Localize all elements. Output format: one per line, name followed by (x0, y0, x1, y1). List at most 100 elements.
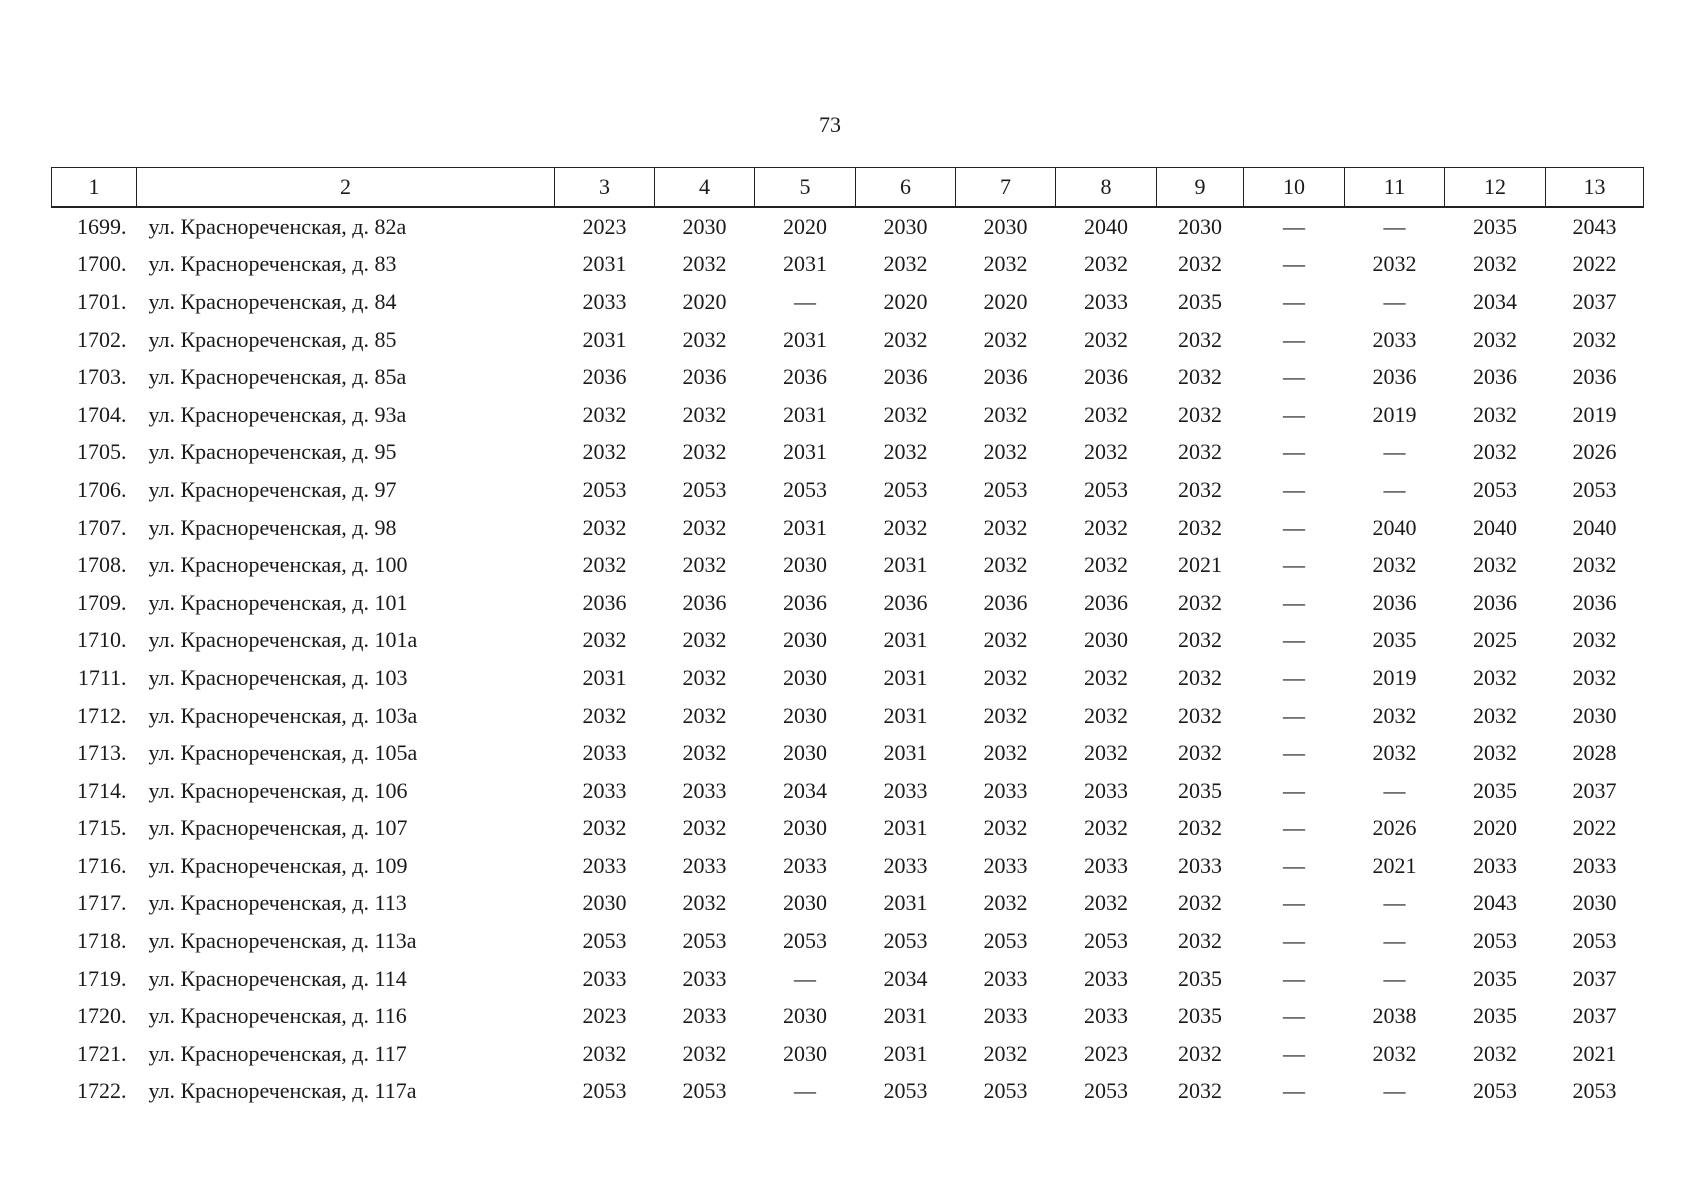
year-cell: 2020 (682, 288, 727, 314)
year-cell: 2032 (983, 326, 1028, 352)
year-cell: 2033 (582, 740, 627, 766)
year-cell: 2032 (883, 401, 928, 427)
year-cell: 2033 (682, 777, 727, 803)
table-row: 1701. ул. Краснореченская, д. 84 2033 2020 —… (52, 283, 1644, 321)
year-cell: 2032 (1372, 740, 1417, 766)
row-number: 1717. (77, 890, 127, 916)
year-cell: — (1383, 476, 1406, 502)
address-cell: ул. Краснореченская, д. 116 (148, 1003, 407, 1029)
row-number: 1703. (77, 364, 127, 390)
address-cell: ул. Краснореченская, д. 107 (148, 815, 408, 841)
year-cell: 2031 (883, 627, 928, 653)
row-number: 1706. (77, 476, 127, 502)
table-row: 1699. ул. Краснореченская, д. 82а 2023 2030… (52, 207, 1644, 246)
year-cell: — (1283, 1078, 1305, 1104)
column-header: 8 (1055, 167, 1157, 208)
address-cell: ул. Краснореченская, д. 85 (148, 326, 397, 352)
table-row: 1708. ул. Краснореченская, д. 100 2032 2032… (52, 546, 1644, 584)
year-cell: 2032 (1473, 401, 1517, 427)
year-cell: — (1283, 514, 1305, 540)
year-cell: 2032 (682, 664, 727, 690)
year-cell: 2032 (1084, 326, 1128, 352)
year-cell: 2053 (1473, 476, 1517, 502)
row-number: 1711. (77, 664, 127, 690)
year-cell: 2032 (1473, 439, 1517, 465)
year-cell: 2031 (783, 326, 827, 352)
table-row: 1703. ул. Краснореченская, д. 85а 2036 2036… (52, 358, 1644, 396)
column-header: 6 (855, 167, 956, 208)
year-cell: — (1283, 664, 1305, 690)
year-cell: 2030 (783, 702, 827, 728)
row-number: 1718. (77, 928, 127, 954)
column-header: 9 (1156, 167, 1244, 208)
year-cell: 2032 (1178, 815, 1222, 841)
year-cell: 2031 (582, 664, 627, 690)
year-cell: 2033 (682, 852, 727, 878)
row-number: 1713. (77, 740, 127, 766)
year-cell: — (1383, 439, 1406, 465)
year-cell: 2032 (983, 514, 1028, 540)
year-cell: 2033 (1473, 852, 1517, 878)
year-cell: 2032 (582, 552, 627, 578)
year-cell: — (794, 965, 816, 991)
year-cell: 2032 (1178, 251, 1222, 277)
year-cell: 2035 (1473, 213, 1517, 239)
year-cell: 2033 (1084, 965, 1128, 991)
year-cell: 2033 (883, 777, 928, 803)
year-cell: — (1383, 213, 1406, 239)
table-row: 1712. ул. Краснореченская, д. 103а 2032 203… (52, 697, 1644, 735)
year-cell: 2032 (682, 251, 727, 277)
year-cell: 2032 (1084, 890, 1128, 916)
year-cell: 2037 (1572, 1003, 1617, 1029)
table-body: 1699. ул. Краснореченская, д. 82а 2023 2030… (52, 207, 1644, 1110)
year-cell: 2032 (582, 1040, 627, 1066)
row-number: 1700. (77, 251, 127, 277)
address-cell: ул. Краснореченская, д. 84 (148, 288, 397, 314)
year-cell: 2033 (1572, 852, 1617, 878)
table-row: 1705. ул. Краснореченская, д. 95 2032 2032 2… (52, 434, 1644, 472)
year-cell: 2032 (1178, 439, 1222, 465)
year-cell: 2020 (1473, 815, 1517, 841)
year-cell: 2032 (1372, 552, 1417, 578)
year-cell: 2032 (883, 326, 928, 352)
year-cell: 2053 (983, 476, 1028, 502)
year-cell: 2053 (983, 1078, 1028, 1104)
year-cell: 2032 (1473, 552, 1517, 578)
address-cell: ул. Краснореченская, д. 106 (148, 777, 408, 803)
year-cell: 2032 (1473, 251, 1517, 277)
year-cell: 2032 (983, 1040, 1028, 1066)
year-cell: 2032 (1084, 401, 1128, 427)
year-cell: 2030 (783, 815, 827, 841)
year-cell: — (1383, 288, 1406, 314)
row-number: 1721. (77, 1040, 127, 1066)
year-cell: 2031 (582, 326, 627, 352)
year-cell: 2053 (883, 1078, 928, 1104)
year-cell: 2033 (983, 1003, 1028, 1029)
year-cell: 2032 (1178, 326, 1222, 352)
address-cell: ул. Краснореченская, д. 100 (148, 552, 408, 578)
row-number: 1716. (77, 852, 127, 878)
address-cell: ул. Краснореченская, д. 109 (148, 852, 408, 878)
year-cell: 2032 (682, 815, 727, 841)
year-cell: — (1283, 439, 1305, 465)
year-cell: 2032 (682, 552, 727, 578)
table-row: 1700. ул. Краснореченская, д. 83 2031 2032 2… (52, 246, 1644, 284)
year-cell: 2030 (1572, 702, 1617, 728)
year-cell: 2053 (1084, 1078, 1128, 1104)
year-cell: 2033 (983, 965, 1028, 991)
year-cell: 2036 (1372, 364, 1417, 390)
year-cell: 2019 (1372, 401, 1417, 427)
year-cell: 2032 (983, 439, 1028, 465)
year-cell: 2033 (582, 965, 627, 991)
year-cell: 2037 (1572, 777, 1617, 803)
year-cell: 2037 (1572, 288, 1617, 314)
year-cell: 2020 (883, 288, 928, 314)
year-cell: 2032 (1372, 1040, 1417, 1066)
address-cell: ул. Краснореченская, д. 93а (148, 401, 407, 427)
year-cell: 2026 (1572, 439, 1617, 465)
row-number: 1722. (77, 1078, 127, 1104)
table-row: 1713. ул. Краснореченская, д. 105а 2033 203… (52, 734, 1644, 772)
year-cell: 2030 (783, 1040, 827, 1066)
column-header: 12 (1444, 167, 1546, 208)
